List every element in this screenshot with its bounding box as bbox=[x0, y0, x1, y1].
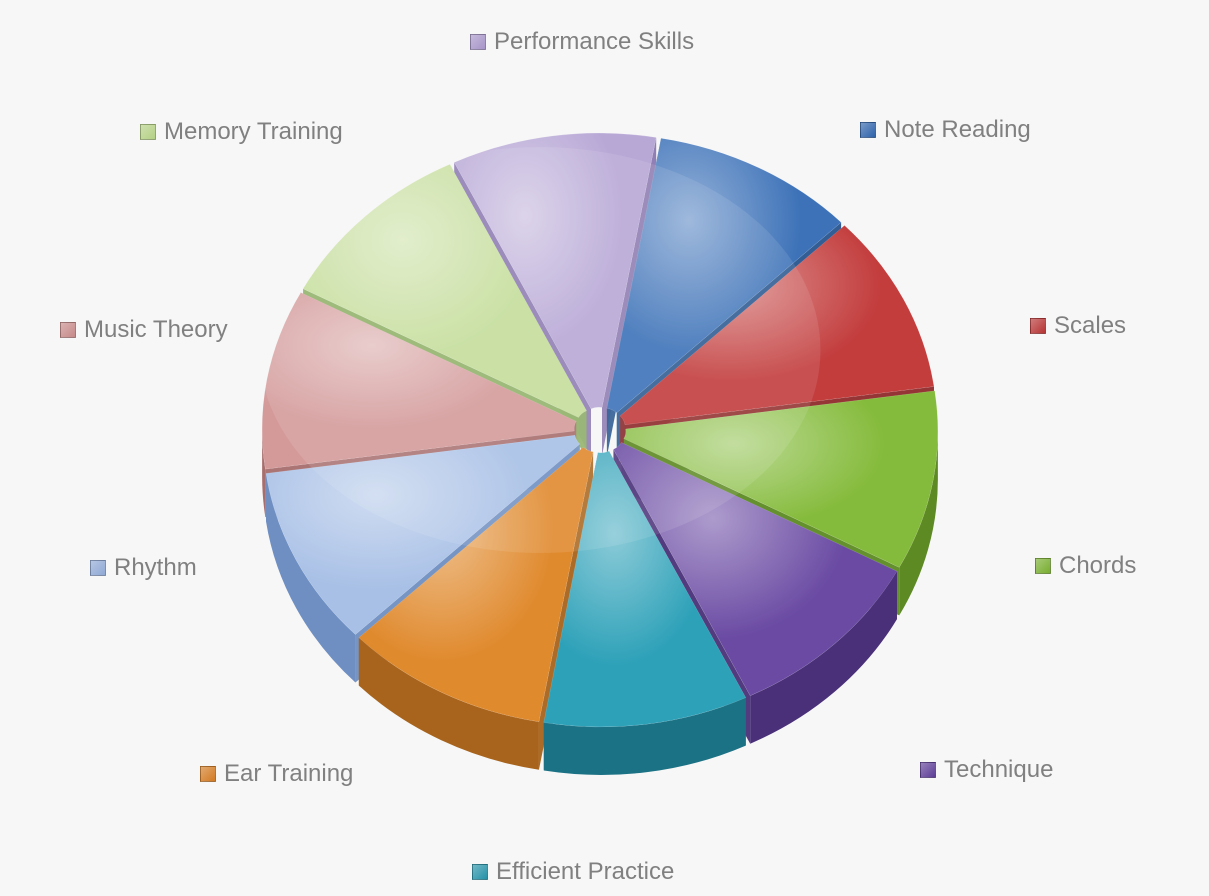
legend-label: Ear Training bbox=[224, 760, 353, 788]
legend-item: Efficient Practice bbox=[472, 858, 674, 886]
legend-item: Scales bbox=[1030, 312, 1126, 340]
legend-swatch bbox=[472, 864, 488, 880]
chart-container: Note Reading Scales Chords Technique Efficie… bbox=[0, 0, 1209, 896]
legend-label: Technique bbox=[944, 756, 1053, 784]
legend-item: Chords bbox=[1035, 552, 1136, 580]
legend-swatch bbox=[90, 560, 106, 576]
legend-item: Note Reading bbox=[860, 116, 1031, 144]
legend-swatch bbox=[140, 124, 156, 140]
legend-item: Music Theory bbox=[60, 316, 228, 344]
legend-item: Performance Skills bbox=[470, 28, 694, 56]
legend-swatch bbox=[1035, 558, 1051, 574]
legend-swatch bbox=[920, 762, 936, 778]
legend-label: Music Theory bbox=[84, 316, 228, 344]
legend-label: Rhythm bbox=[114, 554, 197, 582]
legend-label: Chords bbox=[1059, 552, 1136, 580]
legend-label: Memory Training bbox=[164, 118, 343, 146]
legend-label: Performance Skills bbox=[494, 28, 694, 56]
highlight bbox=[260, 147, 821, 553]
legend-item: Rhythm bbox=[90, 554, 197, 582]
legend-item: Memory Training bbox=[140, 118, 343, 146]
legend-label: Scales bbox=[1054, 312, 1126, 340]
legend-item: Ear Training bbox=[200, 760, 353, 788]
legend-swatch bbox=[470, 34, 486, 50]
legend-label: Efficient Practice bbox=[496, 858, 674, 886]
legend-swatch bbox=[1030, 318, 1046, 334]
legend-item: Technique bbox=[920, 756, 1053, 784]
legend-label: Note Reading bbox=[884, 116, 1031, 144]
legend-swatch bbox=[60, 322, 76, 338]
legend-swatch bbox=[200, 766, 216, 782]
legend-swatch bbox=[860, 122, 876, 138]
